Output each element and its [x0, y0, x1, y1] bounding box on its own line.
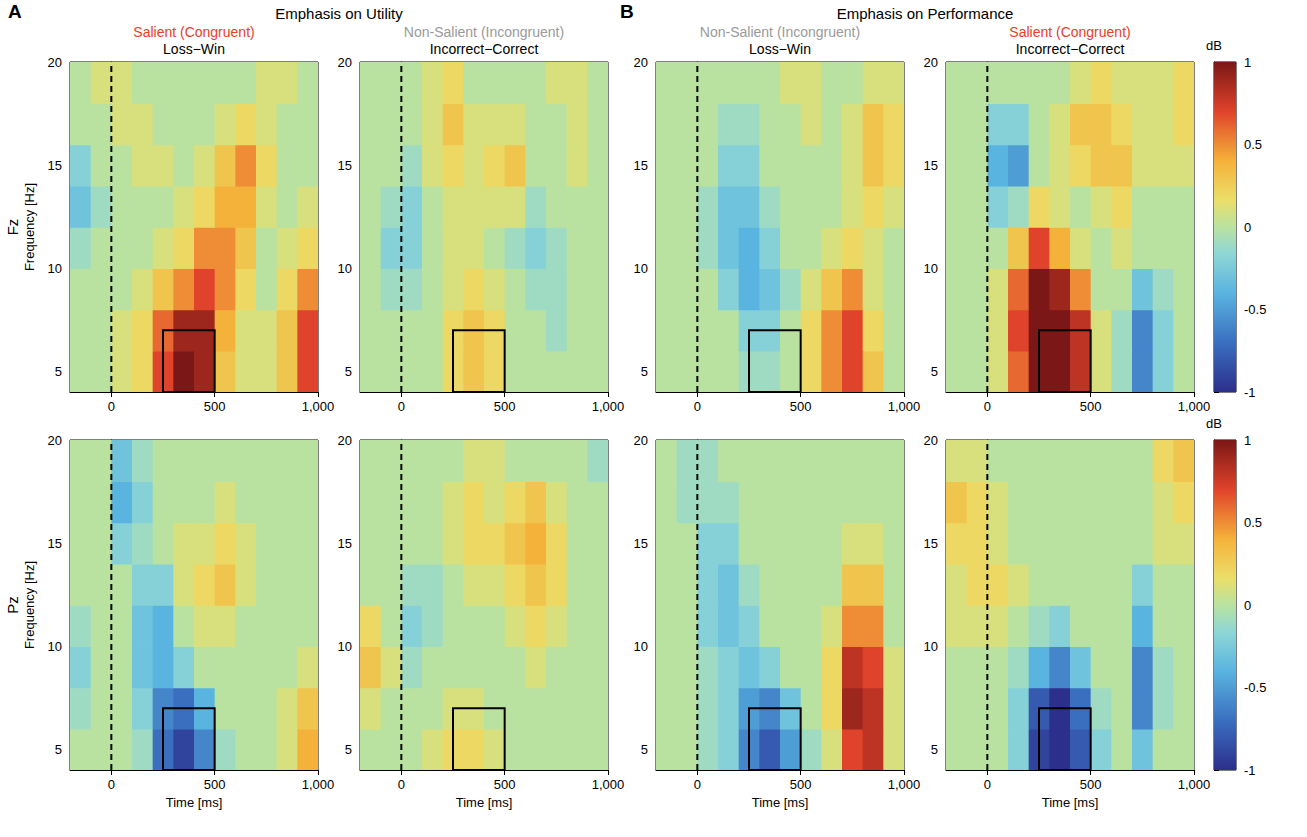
svg-text:1,000: 1,000	[888, 399, 921, 414]
svg-text:-1: -1	[1244, 385, 1256, 400]
svg-text:15: 15	[48, 158, 62, 173]
svg-text:0: 0	[108, 777, 115, 792]
svg-text:5: 5	[641, 364, 648, 379]
svg-text:20: 20	[924, 433, 938, 448]
svg-text:1: 1	[1244, 55, 1251, 70]
svg-text:0: 0	[108, 399, 115, 414]
svg-text:0.5: 0.5	[1244, 137, 1262, 152]
svg-text:10: 10	[924, 261, 938, 276]
svg-text:Fz: Fz	[4, 219, 21, 236]
svg-text:10: 10	[338, 639, 352, 654]
svg-text:-0.5: -0.5	[1244, 680, 1266, 695]
svg-text:Time [ms]: Time [ms]	[166, 795, 223, 810]
svg-text:Loss−Win: Loss−Win	[163, 41, 225, 57]
svg-text:15: 15	[634, 536, 648, 551]
svg-text:500: 500	[204, 399, 226, 414]
svg-text:20: 20	[634, 433, 648, 448]
svg-text:10: 10	[48, 261, 62, 276]
svg-text:15: 15	[634, 158, 648, 173]
svg-text:10: 10	[338, 261, 352, 276]
svg-text:0: 0	[984, 399, 991, 414]
svg-text:5: 5	[345, 364, 352, 379]
svg-text:20: 20	[924, 55, 938, 70]
svg-text:20: 20	[338, 55, 352, 70]
svg-text:0.5: 0.5	[1244, 515, 1262, 530]
svg-text:Emphasis on Performance: Emphasis on Performance	[837, 5, 1014, 22]
svg-text:0: 0	[1244, 598, 1251, 613]
svg-text:B: B	[620, 1, 634, 22]
svg-text:500: 500	[790, 777, 812, 792]
svg-text:15: 15	[338, 158, 352, 173]
svg-text:10: 10	[924, 639, 938, 654]
svg-text:Loss−Win: Loss−Win	[749, 41, 811, 57]
svg-text:Salient (Congruent): Salient (Congruent)	[133, 24, 254, 40]
svg-text:5: 5	[931, 364, 938, 379]
svg-text:1: 1	[1244, 433, 1251, 448]
svg-text:0: 0	[984, 777, 991, 792]
svg-text:500: 500	[790, 399, 812, 414]
svg-text:0: 0	[1244, 220, 1251, 235]
svg-text:5: 5	[55, 742, 62, 757]
svg-text:20: 20	[634, 55, 648, 70]
svg-text:Pz: Pz	[4, 596, 21, 614]
svg-text:dB: dB	[1206, 38, 1222, 53]
svg-text:5: 5	[641, 742, 648, 757]
svg-text:-0.5: -0.5	[1244, 302, 1266, 317]
svg-text:1,000: 1,000	[302, 399, 335, 414]
svg-text:15: 15	[924, 158, 938, 173]
svg-text:10: 10	[634, 261, 648, 276]
svg-text:5: 5	[55, 364, 62, 379]
svg-text:Emphasis on Utility: Emphasis on Utility	[275, 5, 403, 22]
svg-text:Incorrect−Correct: Incorrect−Correct	[1016, 41, 1125, 57]
svg-text:Frequency [Hz]: Frequency [Hz]	[22, 561, 37, 649]
svg-text:Time [ms]: Time [ms]	[752, 795, 809, 810]
svg-text:Frequency [Hz]: Frequency [Hz]	[22, 183, 37, 271]
svg-text:10: 10	[48, 639, 62, 654]
svg-text:1,000: 1,000	[1178, 777, 1211, 792]
svg-text:Time [ms]: Time [ms]	[1042, 795, 1099, 810]
svg-text:15: 15	[48, 536, 62, 551]
svg-text:0: 0	[398, 777, 405, 792]
svg-text:5: 5	[345, 742, 352, 757]
svg-text:500: 500	[1080, 777, 1102, 792]
svg-text:A: A	[8, 1, 22, 22]
svg-text:15: 15	[338, 536, 352, 551]
svg-text:dB: dB	[1206, 416, 1222, 431]
svg-text:Time [ms]: Time [ms]	[456, 795, 513, 810]
svg-text:500: 500	[494, 777, 516, 792]
svg-text:Incorrect−Correct: Incorrect−Correct	[430, 41, 539, 57]
svg-text:500: 500	[204, 777, 226, 792]
svg-text:0: 0	[694, 399, 701, 414]
svg-text:1,000: 1,000	[1178, 399, 1211, 414]
svg-text:0: 0	[398, 399, 405, 414]
svg-text:500: 500	[494, 399, 516, 414]
svg-text:1,000: 1,000	[888, 777, 921, 792]
svg-text:Salient (Congruent): Salient (Congruent)	[1009, 24, 1130, 40]
svg-text:10: 10	[634, 639, 648, 654]
svg-text:Non-Salient (Incongruent): Non-Salient (Incongruent)	[404, 24, 564, 40]
svg-text:0: 0	[694, 777, 701, 792]
svg-text:20: 20	[338, 433, 352, 448]
svg-text:20: 20	[48, 55, 62, 70]
svg-text:Non-Salient (Incongruent): Non-Salient (Incongruent)	[700, 24, 860, 40]
svg-text:500: 500	[1080, 399, 1102, 414]
svg-text:-1: -1	[1244, 763, 1256, 778]
svg-text:15: 15	[924, 536, 938, 551]
svg-text:1,000: 1,000	[302, 777, 335, 792]
svg-text:1,000: 1,000	[592, 399, 625, 414]
svg-text:5: 5	[931, 742, 938, 757]
svg-text:20: 20	[48, 433, 62, 448]
svg-text:1,000: 1,000	[592, 777, 625, 792]
